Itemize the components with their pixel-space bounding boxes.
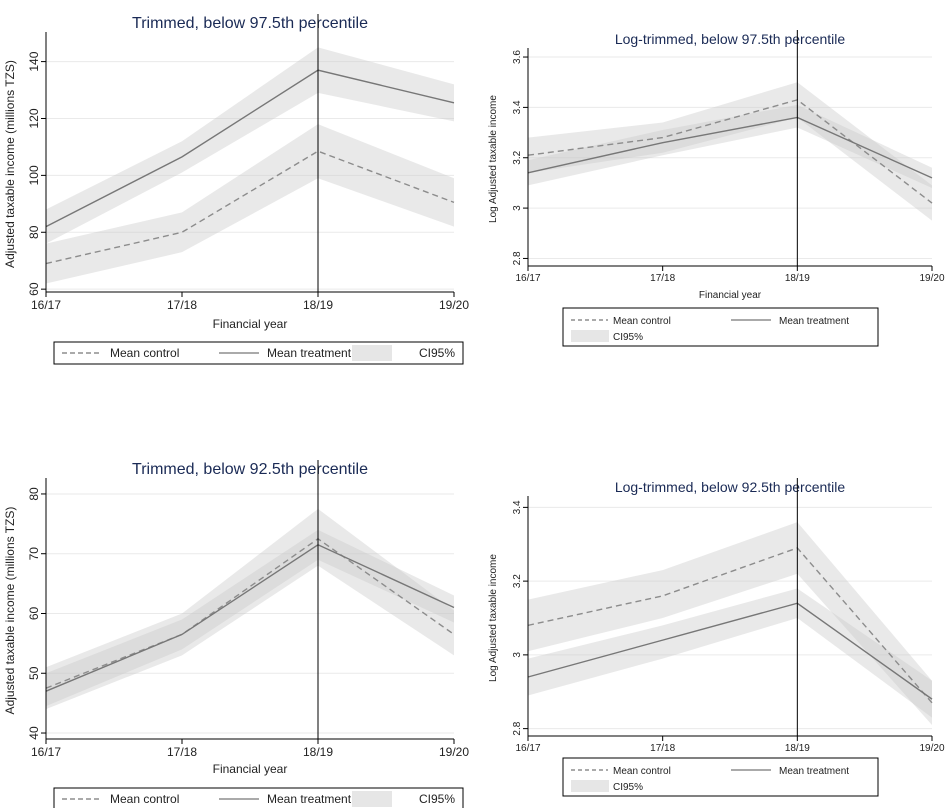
y-tick-label: 120 — [27, 108, 41, 128]
series-line-control — [45, 537, 455, 689]
x-tick-label: 19/20 — [439, 298, 469, 312]
ci-band-control — [46, 508, 454, 710]
legend-swatch-ci — [571, 330, 609, 342]
ci-band-treatment — [46, 47, 454, 244]
chart-title: Log-trimmed, below 92.5th percentile — [615, 479, 846, 495]
y-tick-label: 3.4 — [512, 100, 523, 114]
y-axis-label: Adjusted taxable income (millions TZS) — [3, 507, 17, 715]
legend-label-treatment: Mean treatment — [267, 346, 352, 360]
legend-label-ci: CI95% — [613, 332, 643, 343]
ci-band-treatment — [528, 104, 932, 188]
ci-band-treatment — [528, 588, 932, 718]
legend-label-control: Mean control — [613, 316, 671, 327]
legend-box — [562, 757, 879, 797]
legend-label-treatment: Mean treatment — [267, 792, 352, 806]
legend-swatch-ci — [571, 780, 609, 792]
series-line-control — [45, 150, 455, 265]
x-tick-label: 18/19 — [785, 273, 810, 284]
chart-panel-1: Trimmed, below 97.5th percentile 60 80 100 1… — [3, 14, 469, 365]
series-line-treatment — [45, 543, 455, 692]
legend-swatch-ci — [352, 791, 392, 807]
y-tick-label: 80 — [27, 225, 41, 239]
legend: Mean control Mean treatment CI95% — [562, 757, 879, 797]
x-tick-label: 19/20 — [919, 743, 944, 754]
legend: Mean control Mean treatment CI95% — [562, 307, 879, 347]
x-tick-label: 18/19 — [303, 298, 333, 312]
y-tick-label: 50 — [27, 666, 41, 680]
legend-box — [562, 307, 879, 347]
chart-title: Log-trimmed, below 97.5th percentile — [615, 31, 846, 47]
x-tick-label: 16/17 — [515, 273, 540, 284]
chart-panel-3: Trimmed, below 92.5th percentile 40 50 60 70… — [3, 460, 469, 808]
x-tick-label: 16/17 — [31, 745, 61, 759]
y-tick-label: 60 — [27, 282, 41, 296]
ci-band-control — [528, 522, 932, 725]
series-line-control — [527, 99, 933, 204]
chart-panel-2: Log-trimmed, below 97.5th percentile 2.8 3… — [488, 30, 945, 347]
legend-label-control: Mean control — [110, 792, 179, 806]
x-tick-label: 17/18 — [167, 745, 197, 759]
legend-swatch-ci — [352, 345, 392, 361]
x-tick-label: 18/19 — [785, 743, 810, 754]
x-tick-label: 16/17 — [31, 298, 61, 312]
series-line-treatment — [527, 116, 933, 179]
y-tick-label: 2.8 — [512, 721, 523, 735]
y-tick-label: 3 — [512, 652, 523, 658]
series-line-treatment — [45, 69, 455, 228]
y-tick-label: 100 — [27, 165, 41, 185]
chart-panel-4: Log-trimmed, below 92.5th percentile 2.8 3… — [488, 478, 945, 797]
chart-title: Trimmed, below 92.5th percentile — [132, 461, 368, 478]
ci-band-control — [528, 82, 932, 221]
y-tick-label: 3.4 — [512, 500, 523, 514]
y-tick-label: 70 — [27, 547, 41, 561]
legend-label-control: Mean control — [613, 766, 671, 777]
y-tick-label: 40 — [27, 726, 41, 740]
x-axis-label: Financial year — [699, 290, 762, 301]
series-line-treatment — [527, 602, 933, 700]
x-axis-label: Financial year — [213, 762, 288, 776]
y-axis-label: Adjusted taxable income (millions TZS) — [3, 60, 17, 268]
legend-label-ci: CI95% — [419, 792, 455, 806]
series-line-control — [527, 547, 933, 704]
y-tick-label: 3.2 — [512, 574, 523, 588]
ci-band-treatment — [46, 529, 454, 707]
y-tick-label: 3.2 — [512, 150, 523, 164]
legend-label-treatment: Mean treatment — [779, 766, 849, 777]
x-axis-label: Financial year — [213, 317, 288, 331]
y-tick-label: 2.8 — [512, 251, 523, 265]
legend-label-ci: CI95% — [419, 346, 455, 360]
legend: Mean control Mean treatment CI95% — [53, 787, 464, 808]
x-tick-label: 19/20 — [439, 745, 469, 759]
y-tick-label: 140 — [27, 51, 41, 71]
y-tick-label: 80 — [27, 487, 41, 501]
y-tick-label: 3.6 — [512, 50, 523, 64]
legend: Mean control Mean treatment CI95% — [53, 341, 464, 365]
y-axis-label: Log Adjusted taxable income — [488, 554, 499, 682]
y-tick-label: 3 — [512, 205, 523, 211]
x-tick-label: 17/18 — [650, 273, 675, 284]
legend-label-control: Mean control — [110, 346, 179, 360]
y-axis-label: Log Adjusted taxable income — [488, 95, 499, 223]
legend-label-treatment: Mean treatment — [779, 316, 849, 327]
x-tick-label: 19/20 — [919, 273, 944, 284]
x-tick-label: 17/18 — [650, 743, 675, 754]
legend-label-ci: CI95% — [613, 782, 643, 793]
x-tick-label: 17/18 — [167, 298, 197, 312]
y-tick-label: 60 — [27, 606, 41, 620]
x-tick-label: 16/17 — [515, 743, 540, 754]
x-tick-label: 18/19 — [303, 745, 333, 759]
chart-title: Trimmed, below 97.5th percentile — [132, 15, 368, 32]
